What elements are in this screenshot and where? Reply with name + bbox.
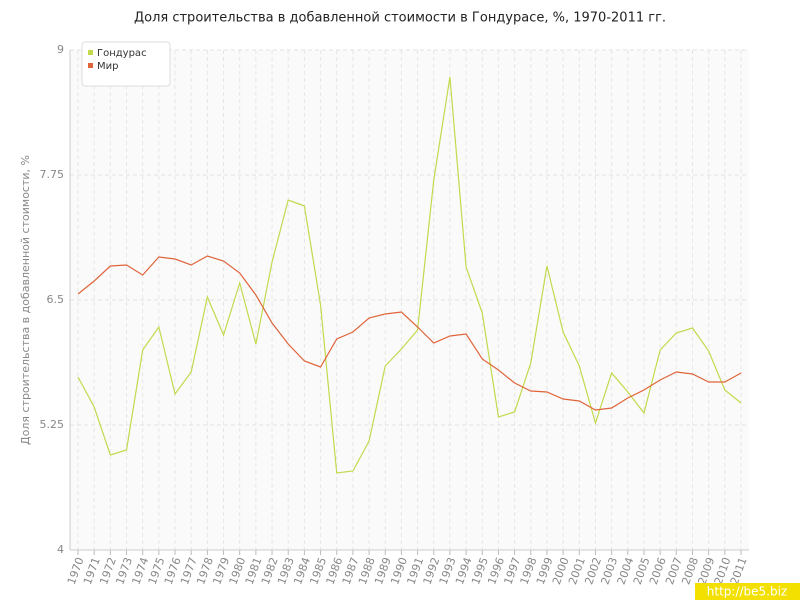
y-tick-label: 6.5 bbox=[47, 293, 65, 306]
watermark-bg bbox=[695, 583, 800, 600]
series-line bbox=[77, 76, 742, 474]
legend-swatch bbox=[88, 50, 93, 55]
y-tick-label: 4 bbox=[57, 543, 64, 556]
legend-label: Мир bbox=[97, 61, 118, 72]
y-tick-label: 7.75 bbox=[40, 168, 65, 181]
watermark: http://be5.biz bbox=[707, 585, 787, 599]
legend-swatch bbox=[88, 63, 93, 68]
legend-box bbox=[81, 41, 171, 87]
series-line bbox=[77, 255, 742, 411]
legend-label: Гондурас bbox=[97, 48, 147, 59]
y-tick-label: 9 bbox=[57, 43, 64, 56]
y-tick-label: 5.25 bbox=[40, 418, 65, 431]
y-axis-title: Доля строительства в добавленной стоимос… bbox=[19, 155, 32, 445]
chart-title: Доля строительства в добавленной стоимос… bbox=[134, 11, 666, 26]
